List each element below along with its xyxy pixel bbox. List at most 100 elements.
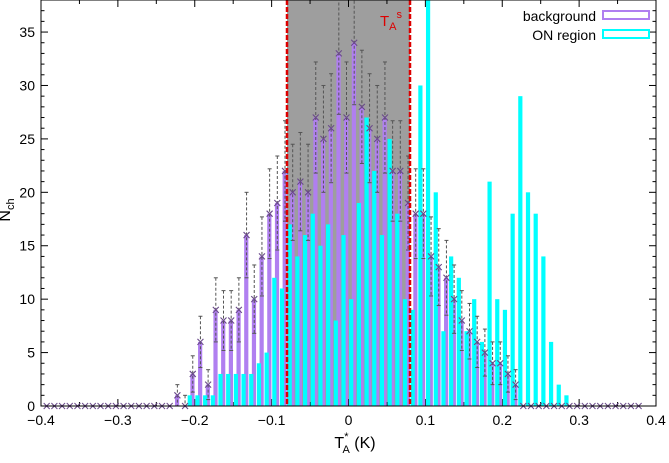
bar-on-region: [548, 341, 554, 406]
y-tick-label: 35: [19, 24, 35, 40]
bar-on-region: [564, 395, 569, 406]
bar-background: [251, 299, 257, 406]
bar-background: [297, 181, 303, 406]
y-tick-label: 20: [19, 184, 35, 200]
data-marker: [212, 306, 220, 314]
data-marker: [350, 39, 358, 47]
bar-background: [367, 128, 372, 407]
plot-frame: [40, 0, 657, 407]
bar-on-region: [310, 213, 315, 406]
bar-on-region: [387, 138, 392, 407]
bar-on-region: [203, 395, 208, 406]
data-marker: [227, 317, 235, 324]
bar-on-region: [495, 299, 500, 406]
bar-background: [190, 373, 195, 406]
bar-on-region: [533, 213, 538, 406]
bar-on-region: [556, 384, 561, 406]
bar-background: [459, 320, 464, 406]
bar-on-region: [195, 395, 200, 406]
bar-on-region: [518, 96, 523, 406]
data-marker: [335, 50, 343, 57]
x-tick-label: 0: [345, 412, 353, 428]
bar-background: [344, 117, 349, 407]
bar-on-region: [333, 320, 338, 406]
bar-on-region: [272, 277, 277, 406]
data-marker: [173, 391, 181, 399]
bar-on-region: [302, 235, 308, 406]
bar-background: [359, 106, 364, 406]
tick-labels: −0.4 −0.3 −0.2 −0.1 0 0.1 0.2 0.3 0.4 0 5 10 15 20 25 3…: [19, 24, 666, 428]
data-marker: [273, 199, 281, 207]
data-marker: [320, 135, 327, 143]
bar-background: [428, 256, 433, 406]
bar-background: [290, 192, 295, 406]
bar-on-region: [472, 299, 477, 406]
bar-on-region: [402, 299, 408, 406]
bar-on-region: [410, 309, 415, 406]
data-marker: [343, 114, 350, 121]
y-tick-label: 25: [19, 131, 35, 147]
data-marker: [358, 103, 366, 111]
bar-on-region: [479, 341, 484, 406]
data-marker: [512, 381, 520, 389]
bar-background: [382, 117, 387, 407]
bar-on-region: [464, 331, 469, 406]
data-marker: [381, 114, 389, 121]
bar-on-region: [502, 309, 508, 406]
bar-background: [305, 192, 310, 406]
data-marker: [189, 370, 197, 378]
bar-background: [313, 117, 318, 407]
x-tick-label: −0.3: [104, 412, 132, 428]
data-marker: [443, 274, 450, 282]
x-tick-label: −0.1: [258, 412, 286, 428]
background-error-bars: [43, 0, 642, 410]
threshold-lines: [285, 0, 412, 406]
bar-background: [436, 267, 441, 406]
bar-background: [390, 170, 395, 406]
bar-on-region: [449, 256, 454, 406]
bar-on-region: [318, 245, 323, 406]
bar-on-region: [487, 181, 492, 406]
data-marker: [373, 135, 381, 143]
bar-background: [221, 320, 226, 406]
bar-on-region: [187, 395, 192, 406]
bar-background: [413, 213, 418, 406]
bar-on-region: [456, 277, 461, 406]
bar-background: [482, 352, 487, 406]
data-marker: [312, 114, 320, 121]
bar-background: [444, 277, 449, 406]
bar-on-region: [395, 213, 400, 406]
bar-background: [244, 235, 249, 406]
bar-background: [228, 320, 233, 406]
data-marker: [489, 359, 496, 367]
bar-on-region: [295, 256, 300, 406]
y-tick-label: 0: [27, 398, 35, 414]
data-marker: [258, 253, 266, 260]
x-tick-label: −0.4: [27, 412, 55, 428]
legend-swatch-background: [602, 10, 650, 20]
data-marker: [496, 359, 504, 367]
bar-background: [505, 373, 510, 406]
bar-on-region: [233, 373, 238, 406]
bar-background: [259, 256, 264, 406]
y-tick-label: 10: [19, 291, 35, 307]
y-tick-label: 15: [19, 238, 35, 254]
bar-background: [397, 170, 403, 406]
on-region-series: [187, 0, 569, 407]
legend-label-on-region: ON region: [532, 27, 596, 43]
y-tick-label: 30: [19, 77, 35, 93]
bar-on-region: [349, 299, 354, 406]
data-marker: [304, 188, 312, 196]
bar-background: [282, 170, 287, 406]
bar-on-region: [433, 192, 438, 406]
data-marker: [458, 317, 466, 324]
bar-on-region: [541, 256, 546, 406]
data-marker: [466, 327, 473, 335]
data-marker: [197, 338, 204, 346]
bar-background: [474, 341, 479, 406]
bar-background: [267, 213, 272, 406]
bar-on-region: [525, 192, 531, 406]
data-marker: [435, 263, 443, 271]
bar-on-region: [287, 224, 292, 406]
bar-on-region: [372, 170, 377, 406]
